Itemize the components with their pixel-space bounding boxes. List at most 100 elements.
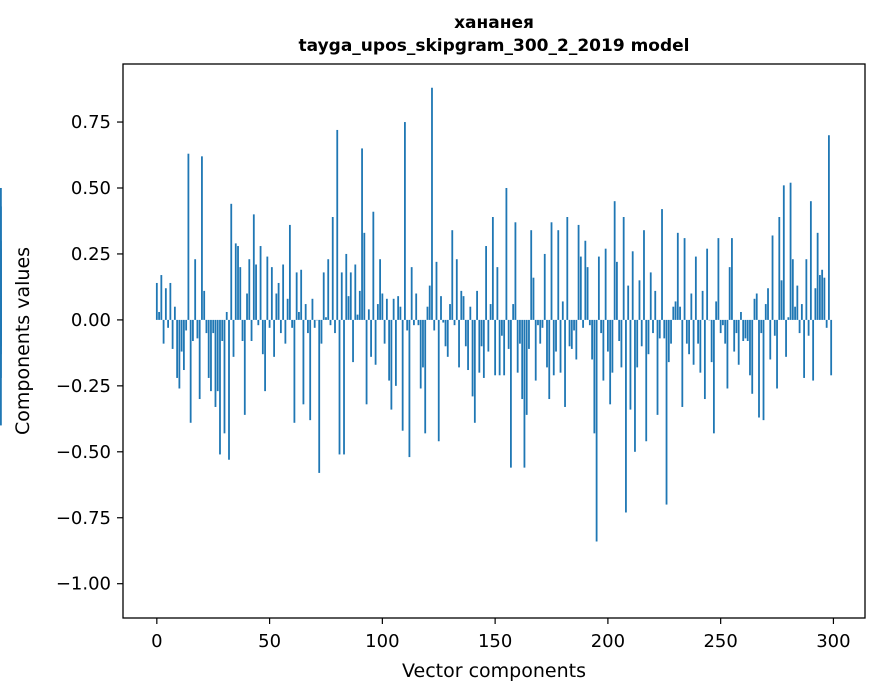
bar-180 bbox=[561, 301, 564, 320]
bar-139 bbox=[469, 306, 472, 320]
bar-84 bbox=[345, 253, 348, 320]
bar-212 bbox=[634, 319, 636, 452]
bar-252 bbox=[724, 319, 727, 344]
bar-115 bbox=[415, 293, 418, 320]
bar-138 bbox=[467, 319, 469, 371]
bar-11 bbox=[180, 319, 183, 352]
bar-209 bbox=[627, 285, 630, 320]
bar-142 bbox=[476, 290, 478, 320]
bar-141 bbox=[473, 319, 476, 423]
y-tick-label: 0.75 bbox=[71, 112, 111, 133]
bar-20 bbox=[201, 156, 203, 320]
bar-127 bbox=[442, 319, 445, 323]
bar-146 bbox=[485, 246, 487, 320]
bar-222 bbox=[656, 319, 659, 415]
bar-165 bbox=[528, 319, 530, 349]
bar-232 bbox=[679, 306, 681, 320]
bar-27 bbox=[216, 319, 219, 392]
bar-79 bbox=[334, 319, 336, 334]
bar-169 bbox=[537, 319, 539, 326]
bar-16 bbox=[192, 319, 194, 341]
bar-287 bbox=[803, 319, 805, 378]
bar-70 bbox=[313, 319, 316, 328]
bar-197 bbox=[600, 319, 603, 334]
bar-5 bbox=[167, 319, 169, 328]
bar-192 bbox=[588, 319, 591, 326]
bar-310 bbox=[0, 319, 2, 426]
bar-56 bbox=[282, 264, 285, 320]
chart-subtitle: tayga_upos_skipgram_300_2_2019 model bbox=[299, 36, 690, 56]
bar-200 bbox=[606, 319, 609, 352]
bar-36 bbox=[237, 246, 239, 320]
bar-225 bbox=[663, 319, 666, 339]
bar-188 bbox=[579, 256, 582, 320]
bar-81 bbox=[338, 319, 341, 455]
bar-202 bbox=[611, 319, 614, 373]
bar-253 bbox=[726, 319, 729, 389]
bar-64 bbox=[300, 269, 303, 320]
bar-241 bbox=[699, 319, 702, 373]
x-tick-label: 0 bbox=[151, 631, 162, 652]
bar-279 bbox=[785, 319, 787, 357]
bar-216 bbox=[643, 230, 645, 320]
bar-8 bbox=[173, 306, 176, 320]
bar-270 bbox=[764, 304, 767, 320]
bar-284 bbox=[796, 285, 799, 320]
bar-172 bbox=[543, 253, 546, 320]
bar-75 bbox=[325, 317, 327, 320]
bar-88 bbox=[354, 264, 357, 320]
bar-265 bbox=[753, 298, 756, 320]
bar-198 bbox=[602, 319, 605, 381]
bar-266 bbox=[755, 293, 758, 320]
bar-170 bbox=[539, 319, 542, 344]
bar-181 bbox=[564, 319, 566, 407]
bar-250 bbox=[719, 319, 722, 334]
bar-283 bbox=[794, 306, 796, 320]
bar-50 bbox=[268, 319, 271, 328]
bar-246 bbox=[710, 319, 713, 363]
bar-189 bbox=[582, 319, 584, 328]
bar-254 bbox=[728, 267, 731, 320]
bar-85 bbox=[347, 296, 350, 320]
plot-area bbox=[123, 64, 865, 618]
bar-21 bbox=[203, 290, 206, 320]
bar-38 bbox=[241, 319, 244, 341]
bar-10 bbox=[178, 319, 181, 389]
y-axis-label: Components values bbox=[12, 247, 34, 435]
bar-94 bbox=[367, 309, 370, 320]
bar-47 bbox=[261, 319, 264, 355]
y-axis: 0.75 0.50 0.25 0.00 −0.25 −0.50 −0.75 −1.00 bbox=[56, 112, 123, 595]
bar-9 bbox=[176, 319, 179, 378]
bar-296 bbox=[823, 277, 826, 320]
bar-211 bbox=[631, 251, 634, 320]
bar-52 bbox=[273, 319, 275, 357]
bar-217 bbox=[645, 319, 648, 442]
bar-187 bbox=[577, 224, 580, 320]
bar-194 bbox=[593, 319, 596, 434]
bar-271 bbox=[767, 288, 769, 320]
bar-238 bbox=[692, 319, 695, 365]
bar-277 bbox=[780, 280, 783, 320]
bar-281 bbox=[789, 182, 792, 320]
bar-46 bbox=[259, 246, 262, 320]
bar-261 bbox=[744, 319, 747, 339]
bar-108 bbox=[399, 306, 402, 320]
bar-74 bbox=[322, 272, 325, 320]
bar-207 bbox=[622, 217, 625, 320]
bar-297 bbox=[825, 319, 828, 328]
bar-171 bbox=[541, 319, 544, 328]
bar-299 bbox=[830, 319, 833, 376]
bar-24 bbox=[210, 319, 212, 392]
bar-163 bbox=[523, 319, 526, 468]
bar-145 bbox=[482, 319, 485, 378]
bar-19 bbox=[198, 319, 201, 400]
bar-177 bbox=[555, 319, 557, 352]
bar-2 bbox=[160, 275, 163, 320]
bar-215 bbox=[640, 319, 643, 347]
x-axis: 0 50 100 150 200 250 300 bbox=[151, 618, 851, 652]
bar-105 bbox=[392, 298, 395, 320]
bar-240 bbox=[697, 319, 699, 344]
bar-230 bbox=[674, 301, 677, 320]
bar-221 bbox=[654, 290, 657, 320]
bar-160 bbox=[516, 319, 519, 373]
